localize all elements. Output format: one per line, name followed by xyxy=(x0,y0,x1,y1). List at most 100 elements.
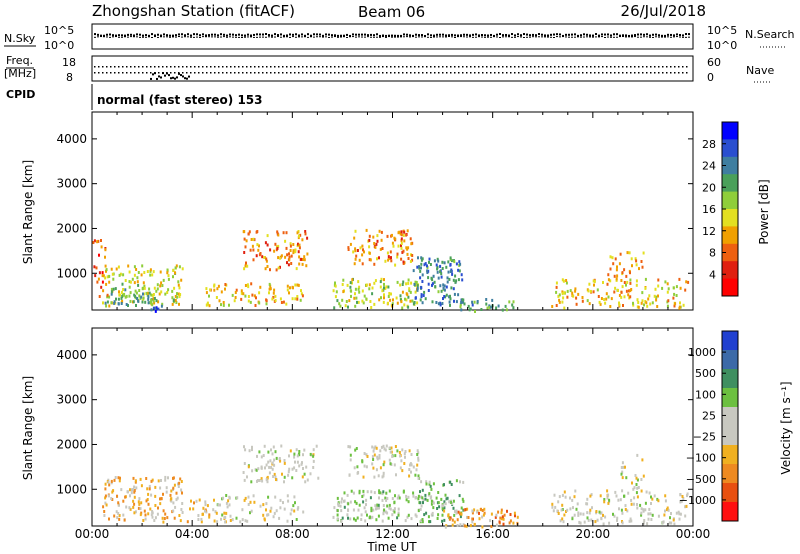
nsearch-point xyxy=(364,36,366,38)
data-cell xyxy=(512,300,515,304)
freq-point xyxy=(354,66,356,68)
data-cell xyxy=(382,300,385,304)
nave-point xyxy=(382,72,384,74)
nave-point xyxy=(666,72,668,74)
data-cell xyxy=(391,233,393,237)
nsky-point xyxy=(601,33,603,36)
data-cell xyxy=(400,459,403,463)
data-cell xyxy=(295,448,298,452)
data-cell xyxy=(561,278,564,282)
data-cell xyxy=(151,515,154,519)
data-cell xyxy=(288,258,291,262)
nsky-point xyxy=(229,33,231,36)
data-cell xyxy=(164,292,167,296)
data-cell xyxy=(490,512,493,516)
data-cell xyxy=(209,288,212,292)
nsearch-point xyxy=(193,36,195,38)
data-cell xyxy=(439,284,442,288)
data-cell xyxy=(160,479,162,482)
freq-point xyxy=(342,66,344,68)
nsearch-point xyxy=(634,36,636,38)
data-cell xyxy=(275,268,278,272)
data-cell xyxy=(383,278,385,282)
colorbar-tick-label: −1000 xyxy=(679,494,716,507)
nsearch-point xyxy=(523,36,525,38)
freq-point xyxy=(390,66,392,68)
nave-point xyxy=(126,72,128,74)
data-cell xyxy=(288,291,290,295)
data-cell xyxy=(141,300,144,304)
data-cell xyxy=(250,282,253,286)
nsky-point xyxy=(250,34,252,37)
nsky-point xyxy=(106,33,108,36)
data-cell xyxy=(361,262,364,266)
freq-point xyxy=(194,66,196,68)
nave-point xyxy=(582,72,584,74)
data-cell xyxy=(402,280,405,284)
data-cell xyxy=(153,296,156,300)
data-cell xyxy=(287,470,290,474)
data-cell xyxy=(304,232,307,236)
data-cell xyxy=(149,269,152,273)
data-cell xyxy=(432,274,435,278)
nsearch-point xyxy=(514,36,516,38)
nsky-point xyxy=(319,33,321,36)
data-cell xyxy=(602,513,604,517)
data-cell xyxy=(398,496,401,500)
nsearch-point xyxy=(394,36,396,38)
freq-point xyxy=(394,66,396,68)
nsky-point xyxy=(688,33,690,36)
data-cell xyxy=(372,466,375,470)
data-cell xyxy=(382,504,385,507)
nsearch-point xyxy=(487,36,489,38)
nsky-point xyxy=(667,33,669,36)
data-cell xyxy=(263,256,266,259)
data-cell xyxy=(376,234,379,238)
data-cell xyxy=(362,489,365,493)
nsky-point xyxy=(622,34,624,37)
nsearch-point xyxy=(664,36,666,38)
nave-point xyxy=(390,72,392,74)
data-cell xyxy=(298,234,300,238)
data-cell xyxy=(498,520,501,524)
data-cell xyxy=(455,509,458,513)
data-cell xyxy=(687,280,690,284)
data-cell xyxy=(620,290,623,294)
nsearch-point xyxy=(553,36,555,38)
data-cell xyxy=(365,465,368,469)
data-cell xyxy=(121,299,124,303)
data-cell xyxy=(225,501,228,505)
data-cell xyxy=(410,242,413,246)
data-cell xyxy=(561,290,564,294)
nave-point xyxy=(558,72,560,74)
data-cell xyxy=(471,511,474,515)
data-cell xyxy=(154,516,157,520)
freq-point xyxy=(434,66,436,68)
data-cell xyxy=(460,512,463,516)
data-cell xyxy=(650,502,652,505)
data-cell xyxy=(202,506,205,510)
nsky-point xyxy=(592,34,594,37)
data-cell xyxy=(312,448,315,452)
data-cell xyxy=(279,506,282,510)
data-cell xyxy=(586,299,589,303)
nsearch-point xyxy=(154,36,156,38)
data-cell xyxy=(638,267,640,271)
data-cell xyxy=(561,493,564,497)
colorbar-swatch xyxy=(722,388,738,408)
nsky-point xyxy=(508,34,510,37)
data-cell xyxy=(630,257,633,261)
nsky-point xyxy=(478,34,480,37)
data-cell xyxy=(139,507,142,511)
data-cell xyxy=(644,501,647,505)
data-cell xyxy=(162,492,164,496)
nsearch-point xyxy=(640,36,642,38)
data-cell xyxy=(372,235,375,239)
data-cell xyxy=(401,448,404,452)
nsky-point xyxy=(328,33,330,36)
data-cell xyxy=(598,510,601,514)
data-cell xyxy=(110,290,113,294)
freq-point xyxy=(610,66,612,68)
data-cell xyxy=(105,282,108,286)
data-cell xyxy=(151,303,154,307)
